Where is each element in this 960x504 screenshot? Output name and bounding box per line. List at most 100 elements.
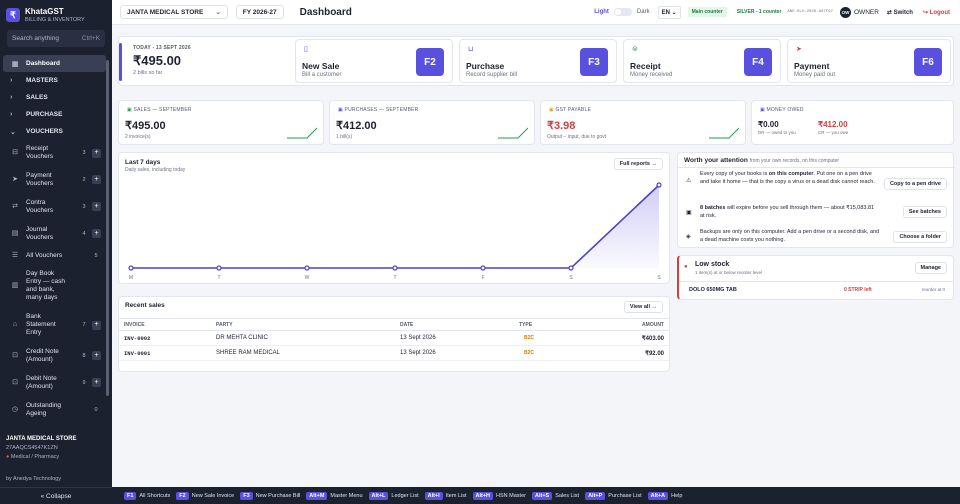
- shortcut-key: F3: [580, 48, 608, 76]
- shortcut-key[interactable]: F3: [240, 491, 253, 500]
- label-text: PURCHASES — SEPTEMBER: [344, 107, 419, 113]
- shortcut-key[interactable]: Alt+H: [472, 491, 494, 500]
- label-line: Receipt: [26, 145, 49, 152]
- quick-receipt[interactable]: ⊜ Receipt Money received F4: [623, 39, 781, 83]
- store-selector[interactable]: JANTA MEDICAL STORE ⌄: [120, 5, 228, 19]
- quick-sub: Bill a customer: [302, 72, 342, 78]
- plan-badge: SILVER - 1 counter: [736, 9, 782, 15]
- date-cell: 13 Sept 2026: [395, 345, 514, 361]
- sidebar-scrollbar[interactable]: [106, 60, 109, 396]
- count-badge: 9: [82, 379, 86, 386]
- accent-bar: [119, 43, 122, 81]
- language-selector[interactable]: EN ⌄: [657, 5, 681, 19]
- shortcut-key[interactable]: Alt+L: [368, 491, 389, 500]
- sidebar-item-payment[interactable]: ➤ Payment Vouchers 2 +: [0, 166, 108, 193]
- sidebar-item-outstanding[interactable]: ◷ Outstanding Ageing 0: [0, 396, 108, 423]
- shortcut-label: HSN Master: [496, 492, 526, 499]
- sidebar-item-all-vouchers[interactable]: ☰ All Vouchers 5: [0, 247, 108, 264]
- logout-button[interactable]: ↪ Logout: [923, 9, 950, 16]
- see-batches-button[interactable]: See batches: [902, 206, 947, 218]
- shortcut-label: Master Menu: [330, 492, 363, 499]
- add-debit-note-button[interactable]: +: [92, 378, 101, 387]
- cash-icon: ⊜: [632, 46, 638, 53]
- recent-title: Recent sales: [125, 302, 165, 309]
- shortcut-key[interactable]: Alt+A: [647, 491, 669, 500]
- collapse-button[interactable]: « Collapse: [0, 487, 112, 504]
- choose-folder-button[interactable]: Choose a folder: [893, 231, 947, 243]
- today-label: TODAY - 13 SEPT 2026: [133, 45, 191, 51]
- label-line: Debit Note: [26, 374, 57, 382]
- theme-toggle[interactable]: [613, 8, 632, 16]
- sidebar-item-journal[interactable]: ▤ Journal Vouchers 4 +: [0, 220, 108, 247]
- attention-item-3: Backups are only on this computer. Add a…: [700, 229, 880, 243]
- label-line: many days: [26, 294, 58, 301]
- table-row[interactable]: INV-0001 SHREE RAM MEDICAL 13 Sept 2026 …: [119, 345, 669, 361]
- quick-new-sale[interactable]: ▯ New Sale Bill a customer F2: [295, 39, 453, 83]
- table-row[interactable]: INV-0002 DR MEHTA CLINIC 13 Sept 2026 B2…: [119, 330, 669, 346]
- view-all-button[interactable]: View all →: [623, 301, 663, 313]
- shortcut-key[interactable]: F1: [124, 491, 137, 500]
- add-contra-button[interactable]: +: [92, 202, 101, 211]
- search-shortcut: Ctrl+K: [81, 35, 100, 42]
- sidebar-item-bank-statement[interactable]: ⌂ Bank Statement Entry 7 +: [0, 308, 108, 342]
- note-icon: ⊡: [12, 378, 18, 386]
- owed-dr-note: DR — owed to you: [758, 130, 796, 135]
- sidebar-item-contra[interactable]: ⇄ Contra Vouchers 3 +: [0, 193, 108, 220]
- count-badge: 7: [82, 322, 86, 328]
- search-input[interactable]: Search anything Ctrl+K: [7, 30, 105, 47]
- book-icon: ▤: [11, 229, 19, 237]
- swap-icon: ⇄: [12, 202, 18, 210]
- sidebar-item-purchase[interactable]: › PURCHASE: [3, 106, 106, 123]
- sidebar-item-credit-note[interactable]: ⊡ Credit Note (Amount) 8 +: [0, 342, 108, 369]
- sidebar-item-vouchers[interactable]: ⌄ VOUCHERS: [3, 123, 106, 140]
- full-reports-button[interactable]: Full reports →: [613, 158, 663, 170]
- add-credit-note-button[interactable]: +: [92, 351, 101, 360]
- shortcut-key[interactable]: Alt+I: [424, 491, 443, 500]
- note-icon: ⊡: [12, 351, 18, 359]
- low-stock-qty: 0 STRIP left: [844, 287, 872, 293]
- shortcut-key[interactable]: F2: [176, 491, 189, 500]
- sidebar-item-masters[interactable]: › MASTERS: [3, 72, 106, 89]
- count-badge: 3: [82, 203, 86, 210]
- shortcut-key[interactable]: Alt+S: [531, 491, 553, 500]
- count-badge: 8: [82, 352, 86, 359]
- shortcut-label: Sales List: [555, 492, 580, 499]
- shortcut-key[interactable]: Alt+M: [306, 491, 328, 500]
- label-line: Vouchers: [26, 153, 54, 160]
- sales-sparkline: [287, 127, 317, 139]
- quick-sub: Money paid out: [794, 72, 836, 78]
- sidebar-item-day-book[interactable]: ▥ Day Book Entry — cash and bank, many days: [0, 264, 108, 308]
- quick-title: Receipt: [630, 61, 661, 71]
- quick-purchase[interactable]: ⊔ Purchase Record supplier bill F3: [459, 39, 617, 83]
- low-stock-item[interactable]: DOLO 650MG TAB: [689, 287, 737, 293]
- party-cell: SHREE RAM MEDICAL: [211, 345, 395, 361]
- document-icon: ▯: [304, 46, 308, 53]
- add-journal-button[interactable]: +: [92, 229, 101, 238]
- sidebar-item-dashboard[interactable]: ▦ Dashboard: [3, 55, 106, 72]
- sidebar-item-receipt[interactable]: ⊟ Receipt Vouchers 3 +: [0, 140, 108, 166]
- label-line: Vouchers: [26, 233, 54, 241]
- add-payment-button[interactable]: +: [92, 175, 101, 184]
- label-line: (Amount): [26, 355, 53, 363]
- type-cell: B2C: [514, 345, 582, 361]
- switch-button[interactable]: ⇄ Switch: [887, 9, 913, 16]
- quick-title: New Sale: [302, 61, 340, 71]
- quick-payment[interactable]: ➤ Payment Money paid out F6: [787, 39, 951, 83]
- attention-sub: from your own records, on this computer: [749, 158, 840, 164]
- manage-button[interactable]: Manage: [914, 262, 947, 274]
- shortcut-key[interactable]: Alt+P: [585, 491, 606, 500]
- x-tick-label: S: [657, 275, 661, 281]
- chevron-down-icon: ⌄: [215, 9, 221, 16]
- copy-to-pen-drive-button[interactable]: Copy to a pen drive: [883, 178, 947, 190]
- label-line: Journal: [26, 225, 48, 233]
- add-receipt-button[interactable]: +: [92, 148, 101, 158]
- fy-selector[interactable]: FY 2026-27: [235, 5, 284, 19]
- add-bank-entry-button[interactable]: +: [92, 320, 101, 330]
- sidebar-item-debit-note[interactable]: ⊡ Debit Note (Amount) 9 +: [0, 369, 108, 396]
- top-bar: JANTA MEDICAL STORE ⌄ FY 2026-27 Dashboar…: [112, 0, 960, 25]
- sidebar-item-sales[interactable]: › SALES: [3, 89, 106, 106]
- col-type: TYPE: [514, 318, 582, 331]
- chart-point: [480, 265, 486, 271]
- sidebar-label: Dashboard: [26, 60, 60, 67]
